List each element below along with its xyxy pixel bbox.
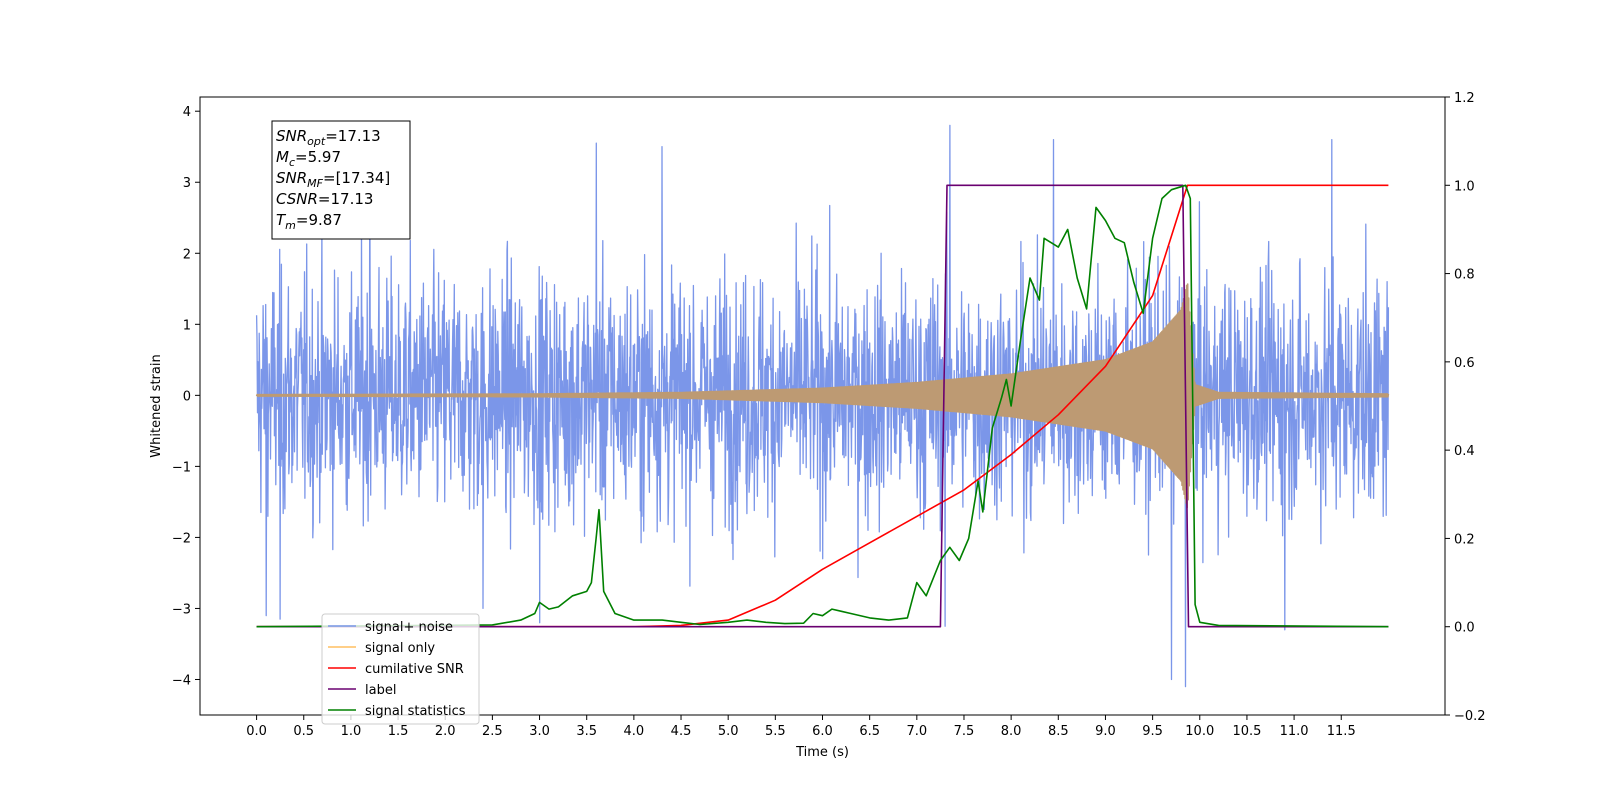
- y-right-tick-label: 1.0: [1454, 179, 1475, 194]
- annotation-frame: [271, 120, 411, 240]
- annotation-value: =17.13: [325, 127, 381, 145]
- annotation-value: =9.87: [296, 211, 342, 229]
- x-tick-label: 2.5: [482, 724, 503, 739]
- legend-frame: [321, 613, 480, 725]
- legend-entry: cumilative SNR: [365, 662, 464, 677]
- annotation-symbol: CSNR: [276, 190, 318, 208]
- y-right-tick-label: −0.2: [1454, 709, 1486, 724]
- annotation-subscript: c: [289, 156, 295, 169]
- annotation-subscript: m: [285, 219, 296, 232]
- annotation-line: Tm=9.87: [276, 211, 342, 232]
- legend-entry: signal only: [365, 641, 435, 656]
- x-tick-label: 6.0: [812, 724, 833, 739]
- annotation-symbol: SNR: [276, 169, 307, 187]
- y-right-tick-label: 0.0: [1454, 621, 1475, 636]
- annotation-symbol: T: [276, 211, 287, 229]
- annotation-box: SNRopt=17.13Mc=5.97SNRMF=[17.34]CSNR=17.…: [271, 120, 411, 240]
- y-left-tick-label: 0: [183, 389, 191, 404]
- annotation-line: Mc=5.97: [276, 148, 341, 169]
- y-left-tick-label: 1: [183, 318, 191, 333]
- series-signal-noise-line: [255, 124, 1390, 688]
- x-tick-label: 6.5: [859, 724, 880, 739]
- y-right-tick-label: 0.4: [1454, 444, 1475, 459]
- x-tick-label: 0.0: [246, 724, 267, 739]
- x-tick-label: 9.5: [1142, 724, 1163, 739]
- y-axis-label: Whitened strain: [149, 354, 164, 457]
- x-tick-label: 7.0: [906, 724, 927, 739]
- y-left-tick-label: 3: [183, 176, 191, 191]
- legend-entry: signal statistics: [365, 704, 466, 719]
- annotation-symbol: M: [276, 148, 289, 166]
- annotation-value: =17.13: [318, 190, 374, 208]
- annotation-symbol: SNR: [276, 127, 307, 145]
- x-tick-label: 9.0: [1095, 724, 1116, 739]
- y-right-tick-label: 0.2: [1454, 532, 1475, 547]
- series-signal-only-line: [255, 283, 1390, 509]
- legend-entry: label: [365, 683, 396, 698]
- y-left-tick-label: −4: [172, 673, 191, 688]
- x-tick-label: 11.0: [1280, 724, 1309, 739]
- y-left-tick-label: 4: [183, 105, 191, 120]
- annotation-subscript: opt: [307, 135, 326, 148]
- annotation-line: CSNR=17.13: [276, 190, 373, 208]
- x-tick-label: 1.5: [388, 724, 409, 739]
- x-tick-label: 3.5: [576, 724, 597, 739]
- annotation-value: =5.97: [295, 148, 341, 166]
- x-tick-label: 5.0: [718, 724, 739, 739]
- x-tick-label: 1.0: [341, 724, 362, 739]
- y-right-tick-label: 0.8: [1454, 268, 1475, 283]
- x-tick-label: 11.5: [1327, 724, 1356, 739]
- y-right-tick-label: 1.2: [1454, 91, 1475, 106]
- y-right-tick-label: 0.6: [1454, 356, 1475, 371]
- y-left-tick-label: −1: [172, 460, 191, 475]
- x-tick-label: 4.5: [671, 724, 692, 739]
- y-left-tick-label: −3: [172, 602, 191, 617]
- annotation-value: =[17.34]: [323, 169, 390, 187]
- x-tick-label: 5.5: [765, 724, 786, 739]
- x-tick-label: 8.0: [1001, 724, 1022, 739]
- x-tick-label: 3.0: [529, 724, 550, 739]
- series-label-line: [256, 184, 1389, 628]
- x-tick-label: 4.0: [624, 724, 645, 739]
- annotation-line: SNRopt=17.13: [276, 127, 381, 148]
- series-layer: [255, 124, 1390, 688]
- x-axis-label: Time (s): [795, 745, 849, 760]
- x-tick-label: 10.5: [1232, 724, 1261, 739]
- x-tick-label: 8.5: [1048, 724, 1069, 739]
- x-tick-label: 2.0: [435, 724, 456, 739]
- y-left-tick-label: 2: [183, 247, 191, 262]
- axes-layer: 0.0 0.5 1.0 1.5 2.0 2.5 3.0 3.5 4.0 4.5 5.0 5.5 6.0 6…: [172, 91, 1486, 739]
- y-left-tick-label: −2: [172, 531, 191, 546]
- x-tick-label: 10.0: [1185, 724, 1214, 739]
- annotation-subscript: MF: [307, 177, 323, 190]
- series-signal-statistics-line: [256, 184, 1389, 628]
- x-tick-label: 7.5: [954, 724, 975, 739]
- legend-entry: signal+ noise: [365, 620, 453, 635]
- legend: signal+ noise signal only cumilative SNR la…: [321, 613, 480, 725]
- x-tick-label: 0.5: [293, 724, 314, 739]
- annotation-line: SNRMF=[17.34]: [276, 169, 390, 190]
